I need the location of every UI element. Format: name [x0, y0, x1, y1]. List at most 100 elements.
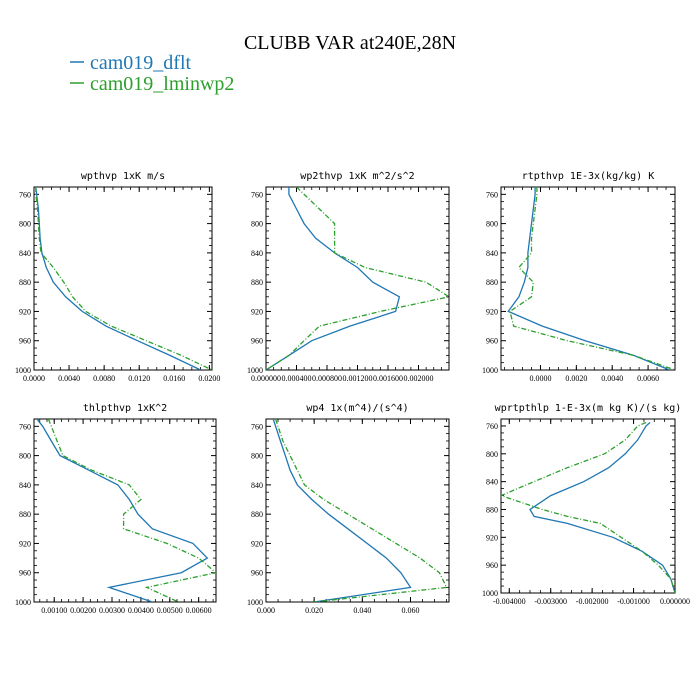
x-tick-label: 0.00500: [157, 606, 183, 615]
y-tick-label: 800: [486, 450, 498, 459]
y-tick-label: 840: [251, 481, 263, 490]
x-tick-label: 0.000: [257, 606, 275, 615]
series-line-cam019_lminwp2: [266, 187, 449, 370]
y-tick-label: 960: [251, 337, 263, 346]
y-tick-label: 920: [19, 539, 31, 548]
y-tick-label: 1000: [247, 598, 263, 607]
panel-grid: wpthvp 1xK m/s76080084088092096010000.00…: [15, 171, 690, 615]
y-tick-label: 800: [486, 220, 498, 229]
y-tick-label: 1000: [15, 598, 31, 607]
plot-frame: [33, 186, 213, 371]
legend: cam019_dflt cam019_lminwp2: [70, 52, 234, 95]
x-tick-label: 0.002000: [404, 374, 434, 383]
legend-label-0: cam019_dflt: [90, 52, 192, 74]
y-tick-label: 1000: [482, 589, 498, 598]
y-tick-label: 840: [486, 478, 498, 487]
series-line-cam019_lminwp2: [274, 419, 448, 602]
series-line-cam019_lminwp2: [509, 187, 675, 370]
y-tick-label: 840: [19, 249, 31, 258]
y-tick-label: 760: [251, 422, 263, 431]
series-line-cam019_lminwp2: [35, 187, 212, 370]
x-tick-label: 0.0120: [128, 374, 150, 383]
y-tick-label: 880: [19, 510, 31, 519]
y-tick-label: 800: [251, 452, 263, 461]
x-tick-label: -0.001000: [617, 597, 650, 606]
x-tick-label: 0.00600: [186, 606, 212, 615]
y-tick-label: 800: [19, 220, 31, 229]
y-tick-label: 840: [486, 249, 498, 258]
x-tick-label: 0.0060: [637, 374, 659, 383]
panel-0: wpthvp 1xK m/s76080084088092096010000.00…: [15, 171, 220, 383]
panel-title: wpthvp 1xK m/s: [81, 171, 165, 182]
y-tick-label: 1000: [247, 366, 263, 375]
y-tick-label: 880: [486, 278, 498, 287]
x-tick-label: 0.001200: [343, 374, 373, 383]
series-line-cam019_dflt: [35, 187, 201, 370]
x-tick-label: -0.004000: [493, 597, 526, 606]
y-tick-label: 760: [19, 422, 31, 431]
series-line-cam019_lminwp2: [501, 421, 675, 593]
x-tick-label: 0.0160: [163, 374, 185, 383]
y-tick-label: 960: [19, 337, 31, 346]
y-tick-label: 760: [486, 422, 498, 431]
panel-title: wprtpthlp 1-E-3x(m kg K)/(s kg): [495, 403, 682, 414]
legend-label-1: cam019_lminwp2: [90, 73, 234, 95]
series-line-cam019_dflt: [266, 187, 401, 370]
figure-title: CLUBB VAR at240E,28N: [244, 32, 456, 54]
panel-2: rtpthvp 1E-3x(kg/kg) K 760 800 840 880 920 960…: [482, 171, 676, 383]
y-tick-label: 800: [19, 452, 31, 461]
y-tick-label: 880: [486, 505, 498, 514]
y-tick-label: 1000: [15, 366, 31, 375]
panel-3: thlpthvp 1xK^2 760 800 840 880 920 960 1000 0.00…: [15, 403, 217, 615]
plot-frame: [265, 418, 450, 603]
x-tick-label: 0.00400: [128, 606, 154, 615]
panel-title: rtpthvp 1E-3x(kg/kg) K: [522, 171, 654, 182]
y-tick-label: 760: [251, 190, 263, 199]
x-tick-label: 0.0200: [198, 374, 220, 383]
panel-title: thlpthvp 1xK^2: [83, 403, 167, 414]
y-tick-label: 960: [251, 569, 263, 578]
x-tick-label: 0.000000: [251, 374, 281, 383]
plot-frame: [500, 418, 676, 594]
x-tick-label: 0.00200: [70, 606, 96, 615]
y-tick-label: 920: [486, 533, 498, 542]
x-tick-label: 0.001600: [373, 374, 403, 383]
series-line-cam019_lminwp2: [47, 419, 216, 602]
x-tick-label: 0.000400: [282, 374, 312, 383]
y-tick-label: 1000: [482, 366, 498, 375]
x-tick-label: -0.003000: [534, 597, 567, 606]
series-line-cam019_dflt: [529, 422, 675, 593]
y-tick-label: 840: [19, 481, 31, 490]
x-tick-label: 0.00300: [99, 606, 125, 615]
panel-4: wp4 1x(m^4)/(s^4)76080084088092096010000…: [247, 403, 450, 615]
series-line-cam019_dflt: [36, 419, 209, 602]
x-tick-label: 0.0040: [601, 374, 623, 383]
x-tick-label: -0.002000: [576, 597, 609, 606]
panel-1: wp2thvp 1xK m^2/s^2 760 800 840 880 920 960 100…: [247, 171, 450, 383]
series-line-cam019_dflt: [507, 187, 670, 370]
plot-frame: [500, 186, 676, 371]
x-tick-label: 0.0020: [565, 374, 587, 383]
y-tick-label: 880: [19, 278, 31, 287]
x-tick-label: 0.000000: [660, 597, 690, 606]
x-tick-label: 0.0000: [529, 374, 551, 383]
panel-title: wp2thvp 1xK m^2/s^2: [300, 171, 414, 182]
x-tick-label: 0.020: [305, 606, 323, 615]
series-line-cam019_dflt: [272, 419, 412, 602]
y-tick-label: 920: [486, 307, 498, 316]
x-tick-label: 0.060: [401, 606, 419, 615]
plot-frame: [33, 418, 217, 603]
y-tick-label: 800: [251, 220, 263, 229]
panel-title: wp4 1x(m^4)/(s^4): [306, 403, 408, 414]
x-tick-label: 0.00100: [41, 606, 67, 615]
y-tick-label: 760: [19, 190, 31, 199]
plot-frame: [265, 186, 450, 371]
y-tick-label: 960: [486, 561, 498, 570]
panel-5: wprtpthlp 1-E-3x(m kg K)/(s kg) 760 800 840…: [482, 403, 690, 606]
y-tick-label: 960: [19, 569, 31, 578]
y-tick-label: 880: [251, 510, 263, 519]
y-tick-label: 920: [251, 307, 263, 316]
y-tick-label: 760: [486, 190, 498, 199]
x-tick-label: 0.040: [353, 606, 371, 615]
